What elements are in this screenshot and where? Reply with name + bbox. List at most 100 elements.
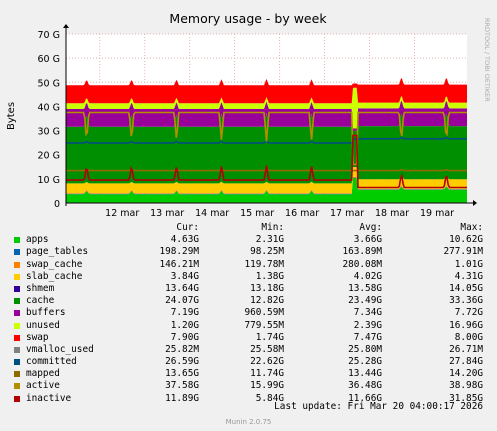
axes: 0 10 G 20 G 30 G 40 G 50 G 60 G 70 G 12 mar 13 ma… xyxy=(38,24,477,219)
legend-header-avg: Avg: xyxy=(359,222,382,233)
legend-cur: 7.19G xyxy=(170,307,199,319)
area-cache xyxy=(66,112,467,184)
y-tick-label: 50 G xyxy=(38,78,60,89)
x-tick-label: 12 mar xyxy=(105,208,139,219)
legend-max: 14.05G xyxy=(449,282,483,294)
legend-swatch xyxy=(14,334,20,341)
legend-swatch xyxy=(14,249,20,256)
legend-swatch xyxy=(14,261,20,268)
legend-avg: 2.39G xyxy=(353,319,382,331)
legend-min: 119.78M xyxy=(244,258,284,270)
stacked-areas xyxy=(66,77,467,203)
legend-min: 98.25M xyxy=(250,246,284,258)
legend-max: 16.96G xyxy=(449,319,483,331)
x-tick-label: 13 mar xyxy=(150,208,184,219)
legend-cur: 13.65G xyxy=(165,368,199,380)
legend-cur: 24.07G xyxy=(165,295,199,307)
legend-swatch xyxy=(14,359,20,366)
legend-min: 15.99G xyxy=(250,380,284,392)
line-active xyxy=(66,111,467,166)
legend-cur: 146.21M xyxy=(159,258,199,270)
legend-max: 8.00G xyxy=(454,331,483,343)
legend-max: 1.01G xyxy=(454,258,483,270)
y-tick-label: 40 G xyxy=(38,102,60,113)
legend-min: 1.74G xyxy=(255,331,284,343)
legend-swatch xyxy=(14,310,20,317)
legend-max: 4.31G xyxy=(454,270,483,282)
legend-row-slab-cache: slab_cache 3.84G 1.38G 4.02G 4.31G xyxy=(0,271,497,283)
x-tick-label: 19 mar xyxy=(420,208,454,219)
legend-avg: 7.34G xyxy=(353,307,382,319)
legend-max: 14.20G xyxy=(449,368,483,380)
legend-row-page-tables: page_tables 198.29M 98.25M 163.89M 277.91M xyxy=(0,246,497,258)
legend-max: 27.84G xyxy=(449,356,483,368)
legend-cur: 4.63G xyxy=(170,234,199,246)
legend-row-inactive: inactive 11.89G 5.84G 11.66G 31.85G xyxy=(0,393,497,405)
legend-avg: 7.47G xyxy=(353,331,382,343)
area-unused xyxy=(66,87,467,129)
legend-min: 12.82G xyxy=(250,295,284,307)
legend-min: 960.59M xyxy=(244,307,284,319)
legend-avg: 163.89M xyxy=(342,246,382,258)
legend-name: swap_cache xyxy=(26,258,83,270)
legend-min: 22.62G xyxy=(250,356,284,368)
legend-row-buffers: buffers 7.19G 960.59M 7.34G 7.72G xyxy=(0,307,497,319)
legend-avg: 13.58G xyxy=(348,282,382,294)
legend-name: vmalloc_used xyxy=(26,343,94,355)
legend-min: 1.38G xyxy=(255,270,284,282)
legend-cur: 198.29M xyxy=(159,246,199,258)
legend-cur: 25.82M xyxy=(165,343,199,355)
legend-name: unused xyxy=(26,319,60,331)
y-axis-label: Bytes xyxy=(6,102,17,130)
legend-swatch xyxy=(14,346,20,353)
legend-avg: 25.28G xyxy=(348,356,382,368)
legend-swatch xyxy=(14,273,20,280)
legend-row-shmem: shmem 13.64G 13.18G 13.58G 14.05G xyxy=(0,283,497,295)
legend-swatch xyxy=(14,371,20,378)
x-tick-label: 16 mar xyxy=(285,208,319,219)
legend-cur: 1.20G xyxy=(170,319,199,331)
legend-avg: 4.02G xyxy=(353,270,382,282)
legend-swatch xyxy=(14,298,20,305)
legend-name: slab_cache xyxy=(26,270,83,282)
legend-name: swap xyxy=(26,331,49,343)
legend-min: 25.58M xyxy=(250,343,284,355)
legend-name: buffers xyxy=(26,307,66,319)
legend-name: mapped xyxy=(26,368,60,380)
legend-row-swap-cache: swap_cache 146.21M 119.78M 280.08M 1.01G xyxy=(0,259,497,271)
legend-avg: 36.48G xyxy=(348,380,382,392)
area-apps xyxy=(66,177,467,203)
legend-row-committed: committed 26.59G 22.62G 25.28G 27.84G xyxy=(0,356,497,368)
legend-avg: 13.44G xyxy=(348,368,382,380)
legend-swatch xyxy=(14,285,20,292)
legend-swatch xyxy=(14,237,20,244)
x-tick-label: 17 mar xyxy=(330,208,364,219)
legend-row-cache: cache 24.07G 12.82G 23.49G 33.36G xyxy=(0,295,497,307)
legend-swatch xyxy=(14,383,20,390)
legend-max: 26.71M xyxy=(449,343,483,355)
legend-cur: 26.59G xyxy=(165,356,199,368)
legend-min: 5.84G xyxy=(255,392,284,404)
legend-max: 33.36G xyxy=(449,295,483,307)
legend-cur: 3.84G xyxy=(170,270,199,282)
legend-min: 11.74G xyxy=(250,368,284,380)
legend-header-cur: Cur: xyxy=(176,222,199,233)
legend-row-mapped: mapped 13.65G 11.74G 13.44G 14.20G xyxy=(0,368,497,380)
legend-avg: 25.80M xyxy=(348,343,382,355)
legend-row-active: active 37.58G 15.99G 36.48G 38.98G xyxy=(0,380,497,392)
y-tick-label: 30 G xyxy=(38,127,60,138)
legend-name: inactive xyxy=(26,392,72,404)
legend-row-vmalloc-used: vmalloc_used 25.82M 25.58M 25.80M 26.71M xyxy=(0,344,497,356)
legend-max: 31.85G xyxy=(449,392,483,404)
legend-max: 7.72G xyxy=(454,307,483,319)
area-slab-cache xyxy=(66,167,467,194)
x-tick-label: 15 mar xyxy=(240,208,274,219)
y-tick-label: 20 G xyxy=(38,151,60,162)
legend-header: Cur: Min: Avg: Max: xyxy=(0,222,497,234)
legend-row-unused: unused 1.20G 779.55M 2.39G 16.96G xyxy=(0,320,497,332)
legend-min: 779.55M xyxy=(244,319,284,331)
legend-cur: 13.64G xyxy=(165,282,199,294)
legend-max: 10.62G xyxy=(449,234,483,246)
legend-name: page_tables xyxy=(26,246,89,258)
